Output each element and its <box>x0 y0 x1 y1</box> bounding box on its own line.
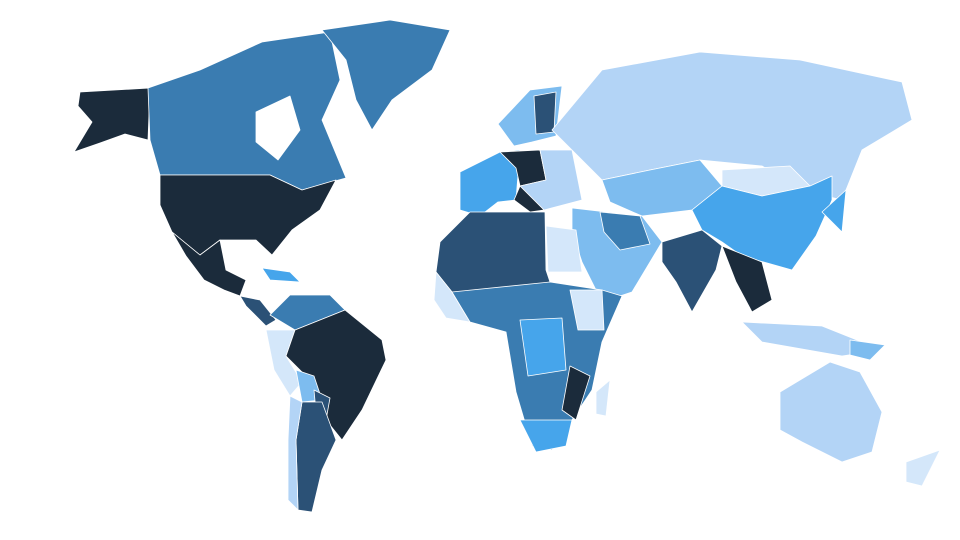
canada <box>147 31 347 191</box>
australia <box>779 361 883 463</box>
west-africa <box>433 271 471 323</box>
india <box>661 229 723 313</box>
greenland <box>321 19 451 131</box>
egypt <box>545 225 583 273</box>
mozambique <box>561 365 591 421</box>
caribbean <box>261 267 301 283</box>
iran <box>599 211 651 251</box>
papua <box>849 339 886 361</box>
madagascar <box>595 379 611 417</box>
alaska <box>73 87 151 153</box>
south-africa <box>519 419 573 453</box>
central-america <box>239 295 277 327</box>
new-zealand <box>905 449 941 487</box>
japan <box>821 189 847 233</box>
hudson-bay <box>255 95 301 161</box>
chile <box>287 395 303 511</box>
north-africa <box>435 211 551 293</box>
southeast-asia <box>721 245 773 313</box>
mexico <box>171 231 247 297</box>
finland <box>533 91 557 135</box>
east-africa <box>569 289 605 331</box>
china <box>691 175 833 271</box>
congo <box>519 317 567 377</box>
